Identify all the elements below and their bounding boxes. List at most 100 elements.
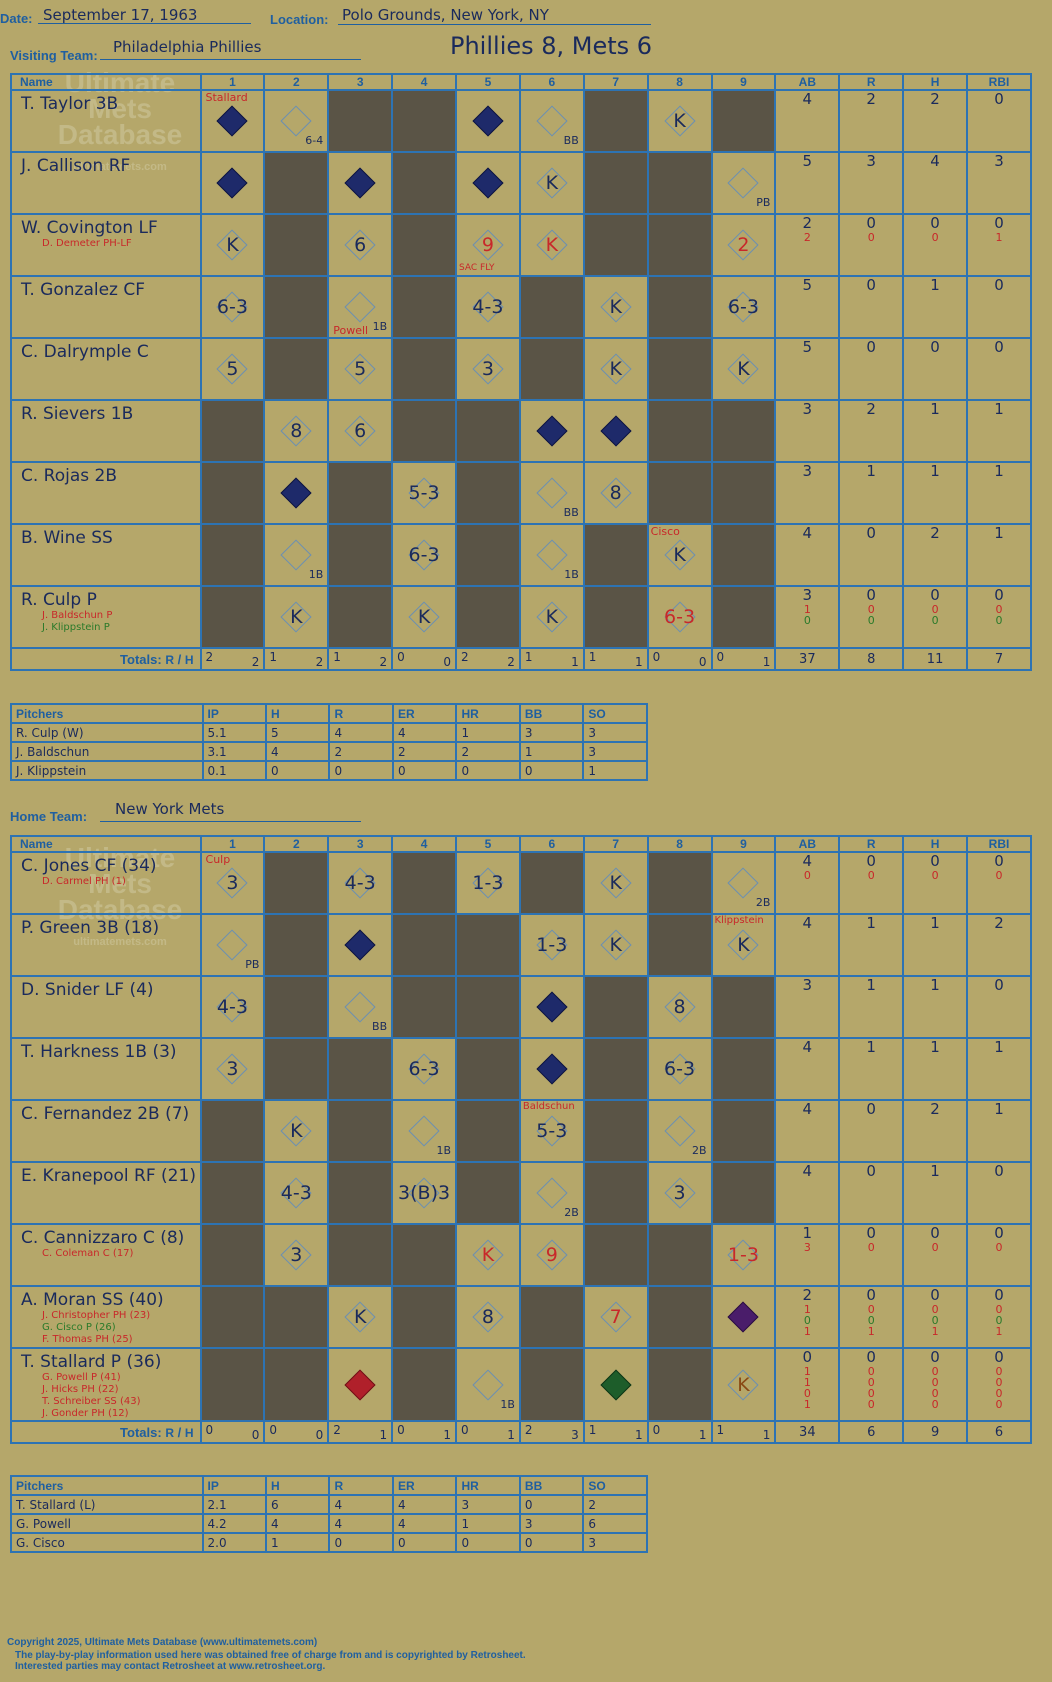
inning-cell: 1B <box>263 523 330 587</box>
play-result: K <box>737 934 750 956</box>
run-scored-diamond <box>344 167 376 199</box>
inning-header: 2 <box>263 73 330 91</box>
stat-value: 2 <box>866 400 876 418</box>
stat-cell: 1 <box>902 1037 969 1101</box>
stat-value: 0 <box>994 1286 1004 1304</box>
basepath-diamond <box>216 929 249 961</box>
inning-cell: K <box>391 585 458 649</box>
inning-cell: 6-3 <box>646 1037 713 1101</box>
stat-cell: 2 <box>966 913 1032 977</box>
totals-label: Totals: R / H <box>10 647 202 671</box>
substitute-name: J. Christopher PH (23) <box>42 1310 151 1321</box>
inning-cell: 1B <box>391 1099 458 1163</box>
stat-cell: 1 <box>902 461 969 525</box>
player-row: T. Stallard P (36) G. Powell P (41) J. Hic… <box>10 1347 1032 1422</box>
player-name-cell: C. Fernandez 2B (7) <box>10 1099 202 1163</box>
player-name-cell: T. Taylor 3B <box>10 89 202 153</box>
inning-cell: 2 <box>710 213 777 277</box>
totals-label: Totals: R / H <box>10 1420 202 1444</box>
stat-cell: 1 <box>902 399 969 463</box>
inning-cell: 5-3 Baldschun <box>518 1099 585 1163</box>
stat-value: 0 <box>930 1286 940 1304</box>
player-row: A. Moran SS (40) J. Christopher PH (23) G.… <box>10 1285 1032 1349</box>
home-team-name: New York Mets <box>115 800 225 818</box>
substitute-stat: 0 <box>995 1303 1003 1316</box>
inning-cell: K <box>582 275 649 339</box>
substitute-stat: 1 <box>867 1325 875 1338</box>
stat-total: 6 <box>838 1420 905 1444</box>
inning-header: 7 <box>582 835 649 853</box>
stat-cell: 0 <box>966 975 1032 1039</box>
inning-cell: 8 <box>582 461 649 525</box>
player-name: C. Jones CF (34) <box>21 856 157 876</box>
pitcher-col-header: H <box>264 1475 331 1496</box>
inning-cell: 5 <box>327 337 394 401</box>
pitcher-row: J. Klippstein 0.1 0 0 0 0 0 1 <box>10 760 648 781</box>
inning-cell-empty <box>710 1037 777 1101</box>
stat-value: 2 <box>930 1100 940 1118</box>
substitute-stat: 0 <box>931 1303 939 1316</box>
substitute-stat: 0 <box>867 1398 875 1411</box>
inning-cell: 8 <box>646 975 713 1039</box>
player-row: C. Dalrymple C 5 5 3 K K 5 0 0 0 <box>10 337 1032 401</box>
inning-header: 2 <box>263 835 330 853</box>
pitcher-row: G. Cisco 2.0 1 0 0 0 0 3 <box>10 1532 648 1553</box>
stat-value: 5 <box>802 338 813 356</box>
play-result: K <box>290 1120 303 1142</box>
inning-cell-empty <box>582 89 649 153</box>
basepath-diamond <box>536 105 568 137</box>
inning-cell: K <box>518 585 585 649</box>
run-scored-diamond <box>216 167 249 199</box>
stat-value: 0 <box>866 852 876 870</box>
inning-header: 7 <box>582 73 649 91</box>
stat-value: 0 <box>866 1224 876 1242</box>
inning-cell <box>518 975 585 1039</box>
inning-cell-empty <box>582 1037 649 1101</box>
stat-value: 4 <box>802 1038 813 1056</box>
inning-cell: 1B <box>518 523 585 587</box>
inning-header: 8 <box>646 73 713 91</box>
stat-value: 1 <box>994 462 1004 480</box>
stat-header: AB <box>774 835 841 853</box>
player-name-cell: R. Sievers 1B <box>10 399 202 463</box>
play-note: 1B <box>564 568 579 581</box>
basepath-diamond <box>536 477 568 509</box>
player-name: R. Culp P <box>21 590 97 610</box>
pitcher-stat: 6 <box>264 1494 331 1515</box>
inning-cell: 6 <box>327 399 394 463</box>
substitution-note: Baldschun <box>522 1101 575 1112</box>
stat-header: RBI <box>966 73 1032 91</box>
inning-cell: 6-3 <box>391 523 458 587</box>
inning-cell-empty <box>199 399 266 463</box>
stat-cell: 1 <box>966 399 1032 463</box>
inning-cell: 3 <box>263 1223 330 1287</box>
inning-cell: 9 SAC FLY <box>455 213 521 277</box>
stat-cell: 3 <box>966 151 1032 215</box>
stat-cell: 1 <box>902 975 969 1039</box>
inning-header: 5 <box>455 835 521 853</box>
pitcher-col-header: Pitchers <box>10 703 204 724</box>
stat-value: 1 <box>930 1038 940 1056</box>
inning-cell-empty <box>327 1099 394 1163</box>
substitute-stat: 2 <box>803 231 811 244</box>
play-note: BB <box>563 506 579 519</box>
stat-cell: 0 <box>838 1099 905 1163</box>
stat-cell: 1 <box>838 461 905 525</box>
inning-cell-empty <box>391 1347 458 1422</box>
game-result-title: Phillies 8, Mets 6 <box>450 32 653 60</box>
player-name-cell: W. Covington LF D. Demeter PH-LF <box>10 213 202 277</box>
player-name: W. Covington LF <box>21 218 158 238</box>
inning-cell-empty <box>263 913 330 977</box>
stat-value: 3 <box>994 152 1004 170</box>
visitors-pitchers-table: Pitchers IP H R ER HR BB SO R. Culp (W) 5.1 5 4 4 1 3 3… <box>10 703 648 781</box>
